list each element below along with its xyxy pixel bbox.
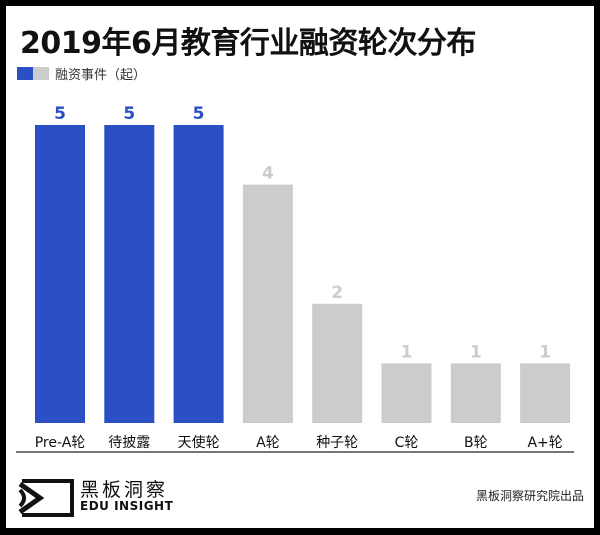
bar-5 xyxy=(381,363,432,423)
bar-3 xyxy=(242,184,293,423)
x-tick-label-4: 种子轮 xyxy=(316,435,358,451)
data-label-6: 1 xyxy=(470,342,482,362)
legend-label: 融资事件（起） xyxy=(55,68,147,83)
x-axis-line xyxy=(16,451,574,453)
x-tick-label-3: A轮 xyxy=(256,435,280,451)
bar-2 xyxy=(173,125,224,423)
bar-7 xyxy=(520,363,571,423)
x-tick-label-0: Pre-A轮 xyxy=(35,435,86,451)
data-label-3: 4 xyxy=(262,164,274,184)
bar-6 xyxy=(450,363,501,423)
chart-card xyxy=(6,6,594,528)
bar-1 xyxy=(104,125,155,423)
bar-4 xyxy=(312,303,363,423)
logo-text-cn: 黑板洞察 xyxy=(80,479,169,501)
x-tick-label-2: 天使轮 xyxy=(178,434,220,451)
x-tick-label-1: 待披露 xyxy=(108,435,150,451)
x-tick-label-7: A+轮 xyxy=(527,435,562,451)
data-label-7: 1 xyxy=(539,342,551,362)
x-tick-label-5: C轮 xyxy=(395,435,419,451)
data-label-0: 5 xyxy=(54,104,66,124)
data-label-2: 5 xyxy=(193,104,205,124)
logo-text-en: EDU INSIGHT xyxy=(80,499,174,513)
legend-swatch-blue xyxy=(17,67,33,80)
data-label-4: 2 xyxy=(331,283,343,303)
legend: 融资事件（起） xyxy=(17,64,146,83)
legend-swatch-gray xyxy=(33,67,49,80)
data-label-1: 5 xyxy=(123,104,135,124)
chart-title: 2019年6月教育行业融资轮次分布 xyxy=(20,26,476,61)
edu-insight-logo-icon xyxy=(18,479,74,517)
bar-0 xyxy=(35,125,85,423)
data-label-5: 1 xyxy=(401,342,413,362)
credit-text: 黑板洞察研究院出品 xyxy=(475,489,584,503)
x-tick-label-6: B轮 xyxy=(464,435,488,451)
